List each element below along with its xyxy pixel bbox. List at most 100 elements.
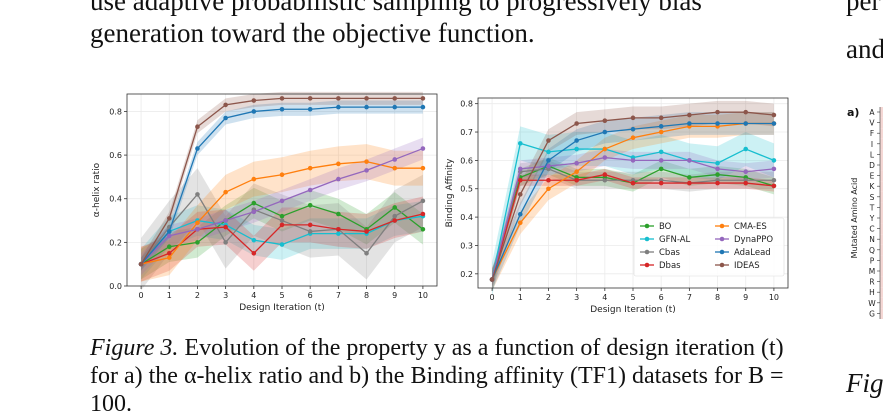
chart-b-ytick-label-2: 0.4 [460,213,473,222]
chart-a-xtick-label-5: 5 [279,291,284,300]
chart-b-xtick-label-10: 10 [769,293,779,302]
side-letter-10: Y [869,214,875,223]
chart-a-point-3-9 [392,218,398,223]
side-cell-19 [880,308,883,319]
side-letter-4: L [870,150,875,159]
chart-b-point-1-1 [517,141,523,146]
side-letter-0: A [869,108,875,117]
chart-a-band-5 [141,137,423,276]
chart-a-point-6-2 [195,146,200,151]
chart-b-legend-label-3: Dbas [659,261,681,271]
chart-a-point-5-5 [279,198,285,204]
chart-b-point-2-10 [771,177,777,183]
chart-a-ytick-label-2: 0.4 [109,195,122,204]
binding-affinity-chart: 0.2 0.3 0.4 0.5 0.6 0.7 0.8 0 1 2 3 4 5 6 7 8 9 10 Design … [445,97,789,315]
chart-a-xtick-label-10: 10 [418,291,428,300]
chart-b-point-7-0 [489,277,495,282]
chart-b-point-6-9 [743,121,749,126]
chart-b-point-6-7 [687,121,692,126]
chart-a-xtick-label-4: 4 [251,291,256,300]
chart-b-legend-marker-0 [644,223,650,229]
chart-b-point-4-4 [602,146,608,152]
chart-a-point-7-6 [307,96,313,101]
chart-a-point-5-3 [223,218,228,223]
figure-caption-body: Evolution of the property y as a functio… [90,335,784,417]
chart-a-point-0-4 [251,200,257,206]
chart-b-point-1-9 [743,146,749,152]
chart-a-point-6-4 [251,109,257,114]
chart-b-point-5-9 [743,169,749,175]
chart-a-point-1-7 [336,231,341,236]
chart-a-point-6-3 [223,115,228,121]
chart-a-point-3-5 [279,222,285,228]
chart-a-point-7-8 [364,96,369,101]
chart-a-band-2 [141,168,423,291]
chart-b-point-6-5 [630,126,636,132]
chart-b-point-5-1 [517,166,523,172]
chart-a-point-6-8 [364,104,369,110]
chart-b-point-0-6 [658,166,664,172]
body-text-line-1: use adaptive probabilistic sampling to p… [90,0,702,16]
chart-b-ytick-label-1: 0.3 [460,241,473,250]
chart-b-xtick-label-5: 5 [630,293,635,302]
chart-a-point-5-2 [195,226,200,232]
side-letter-16: R [869,278,874,287]
chart-a-band-0 [141,187,423,280]
chart-a-point-7-5 [279,96,285,101]
chart-a-xtick-label-7: 7 [336,291,341,300]
chart-b-point-6-4 [602,129,608,135]
side-letter-13: Q [869,246,875,255]
chart-b-point-3-1 [517,177,523,183]
side-ylabel: Mutated Amino Acid [850,178,859,259]
chart-a-point-0-5 [279,213,285,219]
chart-b-band-5 [492,149,774,288]
chart-b-point-7-4 [602,118,608,123]
chart-b-point-4-6 [658,129,664,135]
chart-a-point-4-10 [420,165,426,171]
right-column-text-1: per [846,0,881,16]
chart-b-xtick-label-4: 4 [602,293,607,302]
chart-a-point-1-5 [279,242,285,247]
chart-a-xtick-label-0: 0 [139,291,144,300]
chart-a-point-0-9 [392,205,398,210]
chart-a-point-6-6 [307,106,313,112]
side-letter-15: M [869,267,875,276]
chart-a-point-5-6 [307,187,313,193]
chart-a-point-0-1 [166,244,172,250]
chart-b-point-7-6 [658,115,664,121]
chart-b-band-4 [492,112,774,291]
chart-b-ytick-label-5: 0.7 [460,128,473,137]
chart-b-ytick-label-3: 0.5 [460,185,473,194]
chart-b-point-4-1 [517,220,523,226]
chart-a-band-4 [141,144,423,282]
chart-b-xlabel: Design Iteration (t) [590,305,676,315]
chart-b-point-7-8 [715,109,720,115]
chart-a-point-7-10 [420,96,426,101]
chart-a-point-3-7 [336,226,341,232]
chart-b-point-6-2 [546,158,551,163]
chart-b-point-0-8 [715,172,720,177]
side-letter-17: H [869,288,875,297]
chart-a-xtick-label-8: 8 [364,291,369,300]
chart-b-point-0-7 [687,175,692,180]
chart-b-point-3-7 [687,180,692,186]
chart-a-point-5-1 [166,233,172,239]
chart-b-point-3-3 [574,177,579,183]
side-cell-9 [880,202,883,213]
side-letter-7: K [870,182,876,191]
side-cell-17 [880,287,883,298]
chart-b-band-1 [492,126,774,297]
chart-b-xtick-label-8: 8 [715,293,720,302]
chart-b-legend-marker-4 [719,223,725,229]
chart-a-point-2-3 [223,240,228,245]
side-cell-11 [880,223,883,235]
side-letter-3: I [871,140,873,149]
chart-a-point-3-6 [307,222,313,228]
side-letter-2: F [870,129,874,138]
chart-a-point-2-9 [392,213,398,219]
chart-a-xtick-label-2: 2 [195,291,200,300]
chart-b-xtick-label-9: 9 [743,293,748,302]
chart-b-point-6-6 [658,124,664,129]
chart-b-band-6 [492,112,774,291]
chart-b-point-2-4 [602,177,608,183]
